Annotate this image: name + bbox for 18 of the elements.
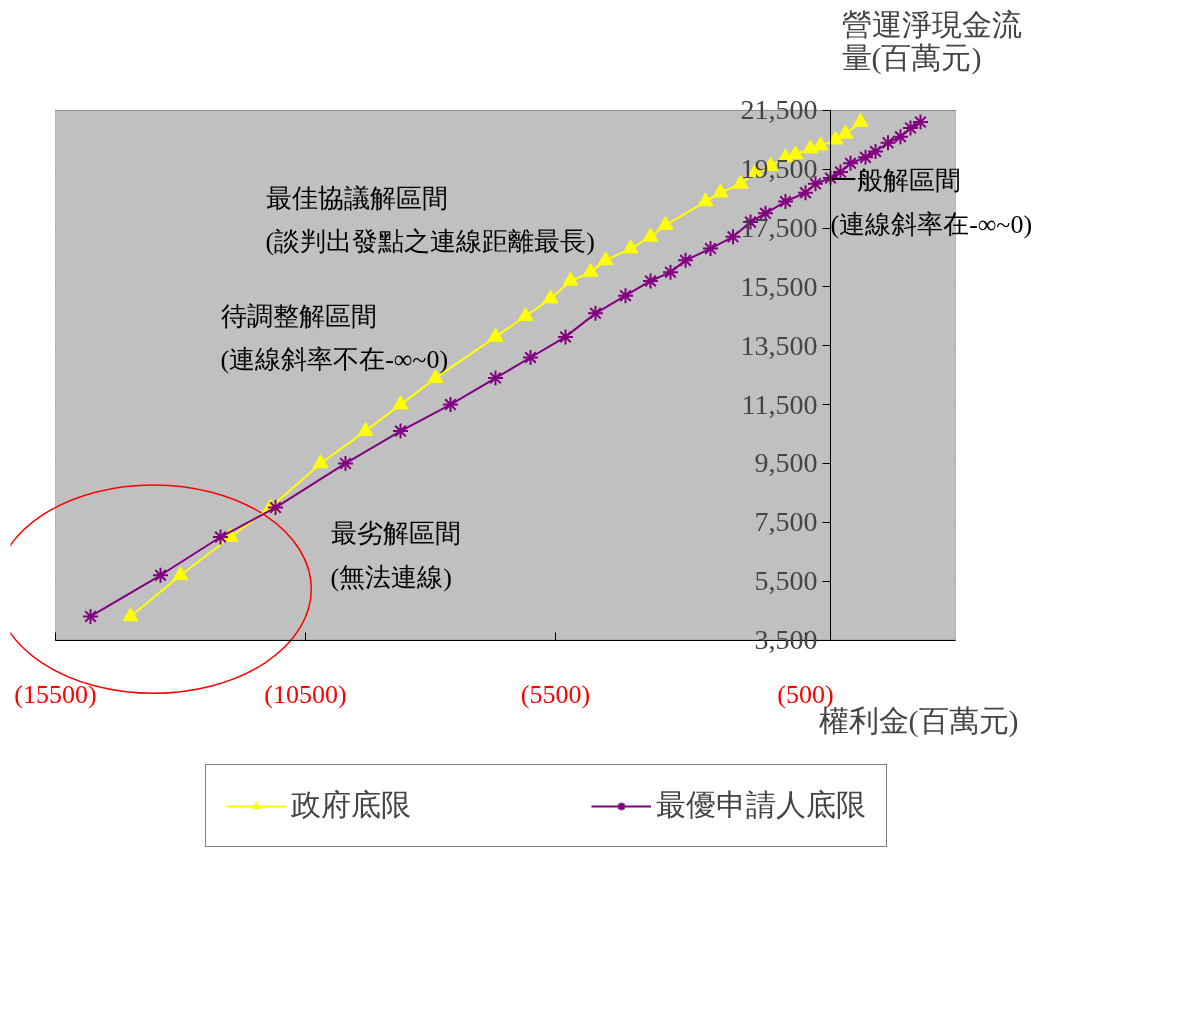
y-tick-label: 13,500 xyxy=(740,329,818,361)
x-tick-label: (10500) xyxy=(264,680,347,710)
y-tick-label: 15,500 xyxy=(740,270,818,302)
annotation: 一般解區間 (連線斜率在-∞~0) xyxy=(830,166,1033,239)
y-tick-label: 17,500 xyxy=(740,212,818,243)
annotation: 待調整解區間 (連線斜率不在-∞~0) xyxy=(220,301,449,375)
x-tick-label: (5500) xyxy=(520,680,591,710)
annotation: 最劣解區間 (無法連線) xyxy=(330,519,461,592)
legend-label: 最優申請人底限 xyxy=(655,787,866,823)
y-tick-label: 7,500 xyxy=(754,506,818,538)
y-tick-label: 21,500 xyxy=(740,94,818,126)
y-axis-title: 營運淨現金流量(百萬元) xyxy=(841,7,1022,75)
annotation: 最佳協議解區間 (談判出發點之連線距離最長) xyxy=(265,183,595,257)
y-tick-label: 5,500 xyxy=(754,565,818,597)
x-tick-label: (15500) xyxy=(14,680,97,710)
y-tick-label: 9,500 xyxy=(754,447,818,479)
legend-label: 政府底限 xyxy=(290,787,411,823)
y-tick-label: 11,500 xyxy=(741,388,818,420)
